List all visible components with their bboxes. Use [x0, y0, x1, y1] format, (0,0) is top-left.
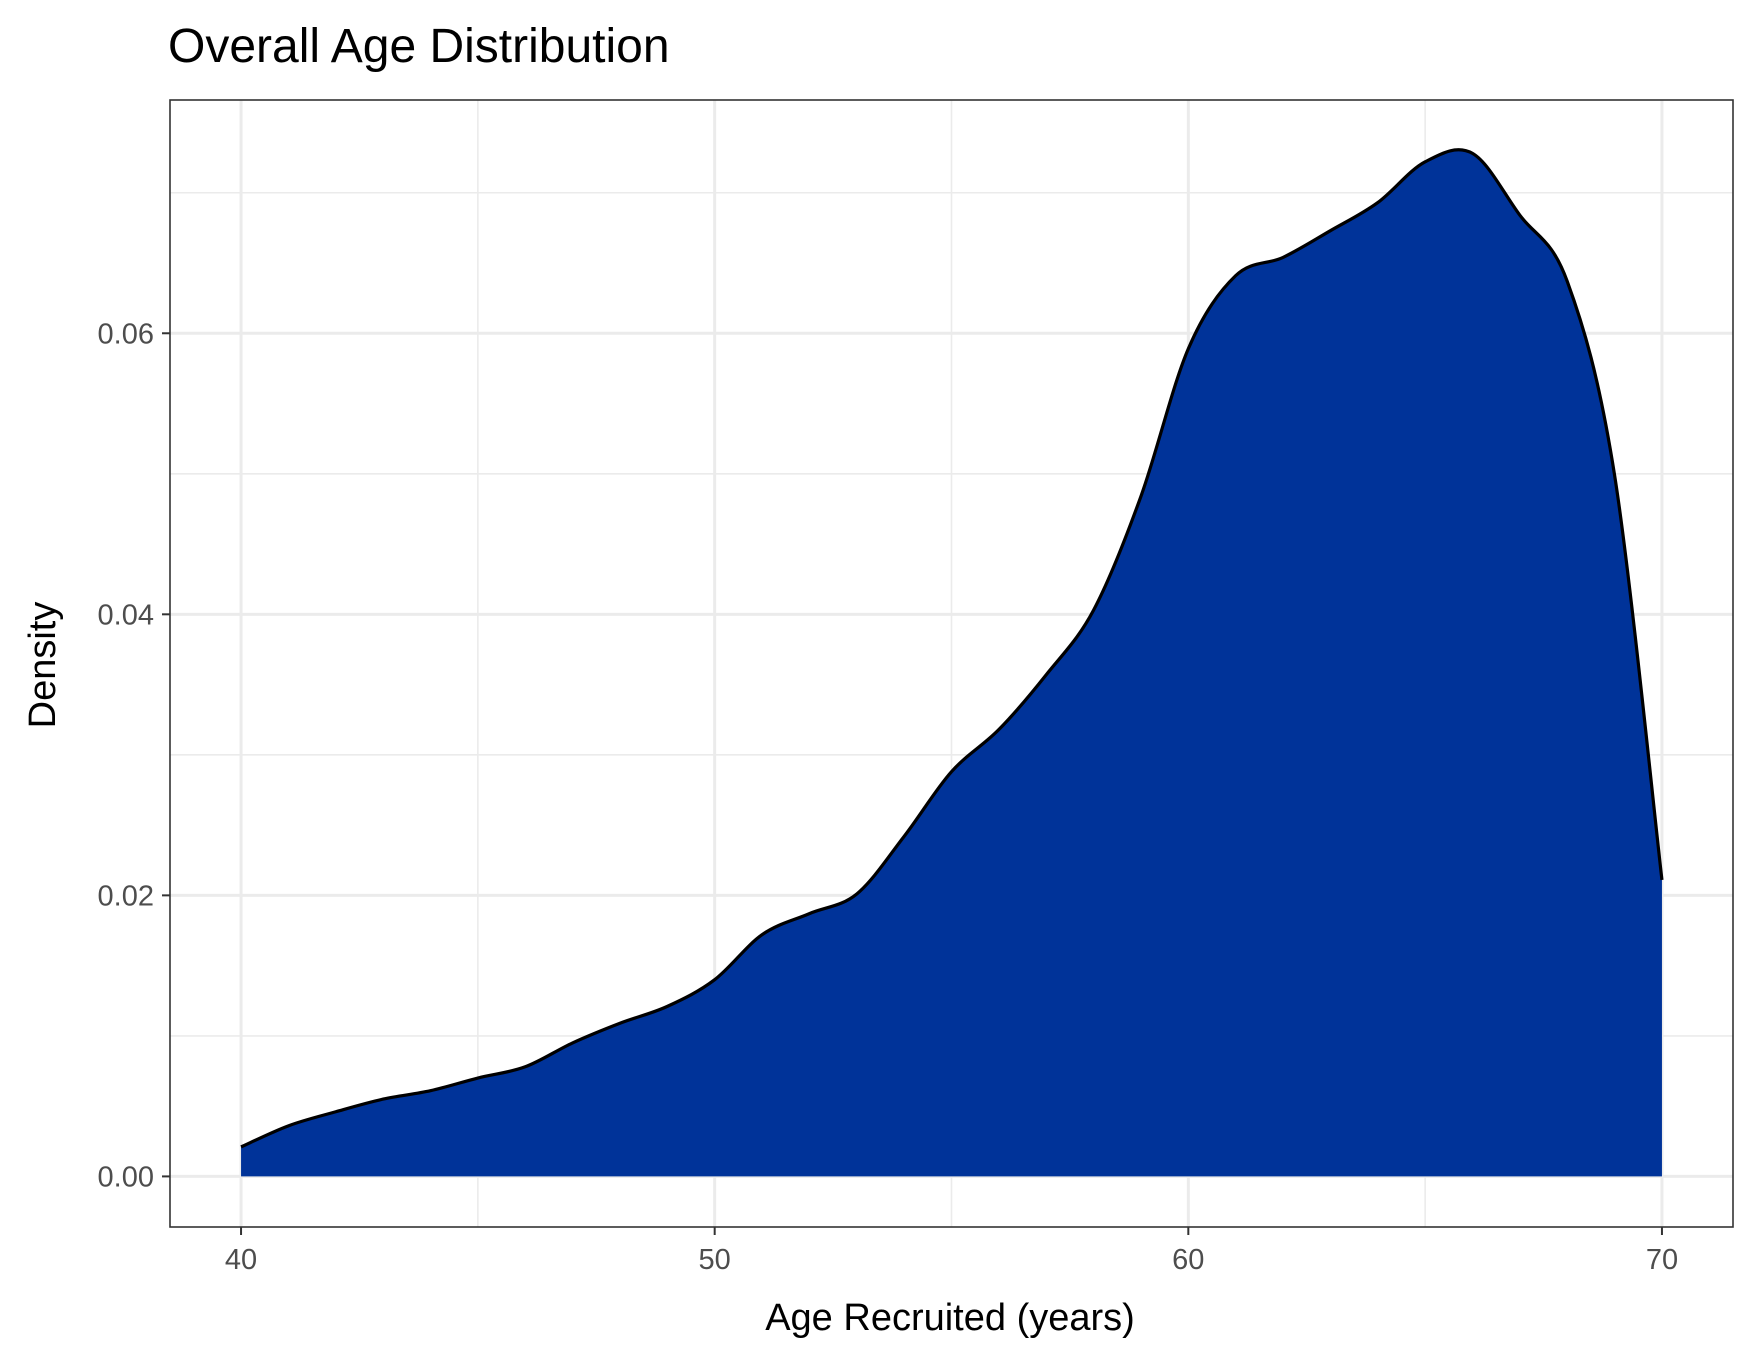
- x-tick-label: 40: [225, 1244, 257, 1276]
- y-tick-label: 0.04: [98, 599, 154, 631]
- density-area-fill: [241, 149, 1662, 1177]
- y-axis-label: Density: [22, 602, 64, 729]
- x-axis-label: Age Recruited (years): [765, 1297, 1135, 1339]
- y-tick-label: 0.06: [98, 318, 154, 350]
- x-tick-label: 50: [699, 1244, 731, 1276]
- axis-ticks: 40 50 60 70 0.00 0.02 0.04 0.06: [98, 318, 1679, 1276]
- panel-border: [169, 99, 1734, 1228]
- chart-title: Overall Age Distribution: [168, 20, 670, 73]
- density-area-group: [240, 148, 1664, 1177]
- density-curve-line: [240, 148, 1664, 1149]
- y-tick-label: 0.00: [98, 1161, 154, 1193]
- x-tick-label: 60: [1172, 1244, 1204, 1276]
- x-tick-label: 70: [1646, 1244, 1678, 1276]
- y-tick-label: 0.02: [98, 880, 154, 912]
